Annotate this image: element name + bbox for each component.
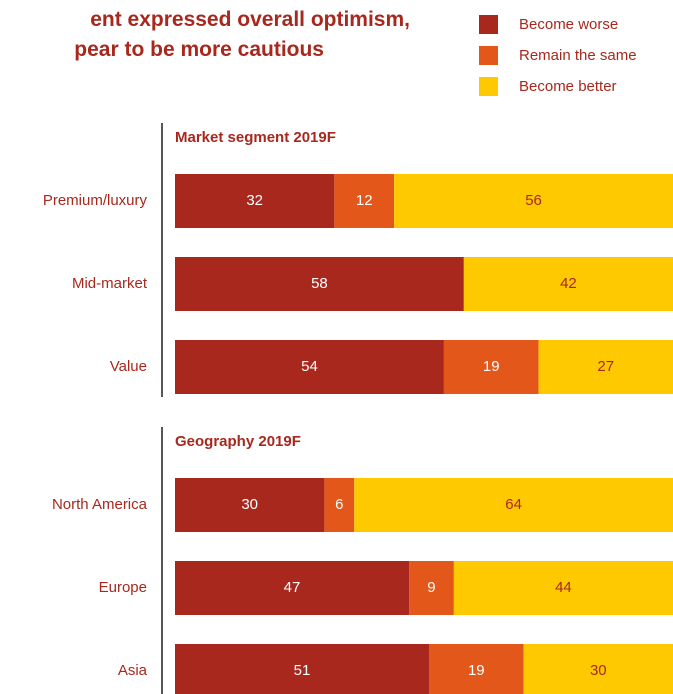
data-label-north-america-remain-the-same: 6 bbox=[335, 496, 343, 513]
title-line-2: pear to be more cautious bbox=[74, 38, 324, 61]
bar-north-america-become-worse bbox=[175, 478, 325, 532]
legend-swatch-become-better bbox=[479, 77, 498, 96]
data-label-value-remain-the-same: 19 bbox=[483, 358, 500, 375]
bar-mid-market-become-better bbox=[463, 257, 673, 311]
legend-label: Remain the same bbox=[519, 47, 637, 64]
category-label-europe: Europe bbox=[99, 579, 147, 596]
data-label-asia-become-better: 30 bbox=[590, 662, 607, 679]
legend-swatch-remain-the-same bbox=[479, 46, 498, 65]
bar-mid-market-become-worse bbox=[175, 257, 464, 311]
data-label-north-america-become-worse: 30 bbox=[241, 496, 258, 513]
data-label-premium-luxury-become-worse: 32 bbox=[246, 192, 263, 209]
data-label-asia-become-worse: 51 bbox=[294, 662, 311, 679]
category-label-north-america: North America bbox=[52, 496, 148, 513]
data-label-mid-market-become-worse: 58 bbox=[311, 275, 328, 292]
data-label-europe-become-better: 44 bbox=[555, 579, 572, 596]
bar-premium-luxury-become-better bbox=[394, 174, 673, 228]
bar-europe-become-worse bbox=[175, 561, 410, 615]
bar-value-remain-the-same bbox=[443, 340, 539, 394]
legend-label: Become worse bbox=[519, 16, 619, 33]
data-label-value-become-better: 27 bbox=[597, 358, 614, 375]
data-label-premium-luxury-become-better: 56 bbox=[525, 192, 542, 209]
bar-europe-remain-the-same bbox=[409, 561, 454, 615]
bar-premium-luxury-remain-the-same bbox=[334, 174, 395, 228]
bar-north-america-become-better bbox=[354, 478, 673, 532]
data-label-asia-remain-the-same: 19 bbox=[468, 662, 485, 679]
panel-title: Market segment 2019F bbox=[175, 129, 336, 146]
panel-title: Geography 2019F bbox=[175, 433, 301, 450]
legend-label: Become better bbox=[519, 78, 617, 95]
bar-north-america-remain-the-same bbox=[324, 478, 355, 532]
legend-item-remain-the-same: Remain the same bbox=[479, 40, 637, 71]
bar-premium-luxury-become-worse bbox=[175, 174, 335, 228]
data-label-europe-become-worse: 47 bbox=[284, 579, 301, 596]
chart-title: ent expressed overall optimism, pear to … bbox=[0, 4, 430, 68]
data-label-mid-market-become-better: 42 bbox=[560, 275, 577, 292]
category-label-asia: Asia bbox=[118, 662, 148, 679]
bar-value-become-better bbox=[538, 340, 673, 394]
category-label-value: Value bbox=[110, 358, 147, 375]
bar-europe-become-better bbox=[453, 561, 673, 615]
category-label-mid-market: Mid-market bbox=[72, 275, 148, 292]
bar-asia-become-worse bbox=[175, 644, 429, 694]
category-label-premium-luxury: Premium/luxury bbox=[43, 192, 148, 209]
bar-asia-become-better bbox=[523, 644, 673, 694]
legend-swatch-become-worse bbox=[479, 15, 498, 34]
legend-item-become-worse: Become worse bbox=[479, 9, 637, 40]
legend: Become worse Remain the same Become bett… bbox=[479, 9, 637, 102]
bar-asia-remain-the-same bbox=[428, 644, 524, 694]
data-label-value-become-worse: 54 bbox=[301, 358, 318, 375]
data-label-north-america-become-better: 64 bbox=[505, 496, 522, 513]
bar-value-become-worse bbox=[175, 340, 444, 394]
data-label-europe-remain-the-same: 9 bbox=[427, 579, 435, 596]
data-label-premium-luxury-remain-the-same: 12 bbox=[356, 192, 373, 209]
title-line-1: ent expressed overall optimism, bbox=[90, 8, 410, 31]
legend-item-become-better: Become better bbox=[479, 71, 637, 102]
